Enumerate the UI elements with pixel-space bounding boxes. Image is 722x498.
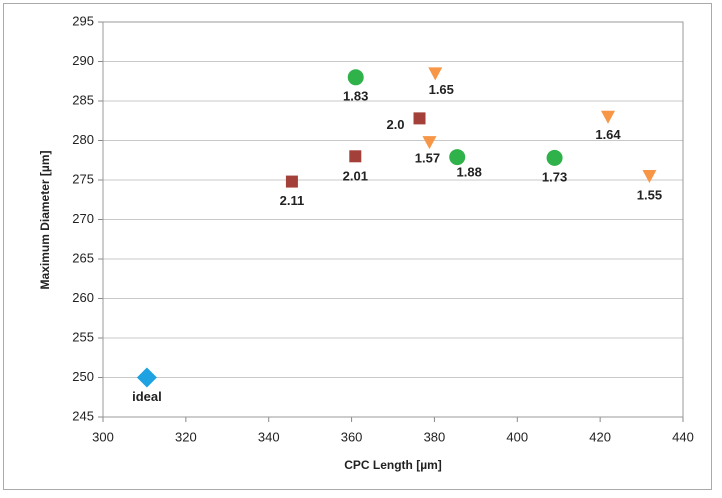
plot-border xyxy=(102,21,684,418)
point xyxy=(601,110,616,124)
y-tick-label: 270 xyxy=(72,211,94,226)
point xyxy=(449,149,466,166)
point xyxy=(285,175,298,188)
y-axis-label: Maximum Diameter [µm] xyxy=(38,151,52,290)
x-tick-label: 320 xyxy=(175,429,197,444)
y-tick-label: 265 xyxy=(72,250,94,265)
y-tick-label: 250 xyxy=(72,369,94,384)
point-label: 1.64 xyxy=(595,127,621,142)
point xyxy=(136,367,157,388)
point-label: 2.01 xyxy=(343,169,368,184)
point xyxy=(349,150,362,163)
point-label: 2.0 xyxy=(386,117,404,132)
x-tick-label: 340 xyxy=(258,429,280,444)
y-tick-label: 280 xyxy=(72,132,94,147)
point-label: 2.11 xyxy=(280,193,305,208)
point xyxy=(642,170,657,184)
y-tick-label: 245 xyxy=(72,408,94,423)
point xyxy=(428,67,443,81)
point-label: 1.55 xyxy=(637,187,662,202)
y-tick-label: 290 xyxy=(72,53,94,68)
y-tick-label: 275 xyxy=(72,171,94,186)
point-label: 1.57 xyxy=(415,151,440,166)
point xyxy=(546,149,563,166)
x-tick-label: 400 xyxy=(506,429,528,444)
point-label: 1.83 xyxy=(343,89,368,104)
point-label: ideal xyxy=(132,389,162,404)
x-tick-label: 360 xyxy=(341,429,363,444)
x-tick-label: 380 xyxy=(424,429,446,444)
point xyxy=(422,136,437,150)
x-tick-label: 420 xyxy=(589,429,611,444)
point-label: 1.65 xyxy=(429,82,454,97)
point xyxy=(413,112,426,125)
y-tick-label: 255 xyxy=(72,329,94,344)
x-tick-label: 300 xyxy=(92,429,114,444)
point xyxy=(347,69,364,86)
y-tick-label: 295 xyxy=(72,13,94,28)
x-axis-label: CPC Length [µm] xyxy=(344,458,442,472)
point-label: 1.88 xyxy=(457,165,482,180)
point-label: 1.73 xyxy=(542,169,567,184)
x-tick-label: 440 xyxy=(672,429,694,444)
y-tick-label: 260 xyxy=(72,290,94,305)
y-tick-label: 285 xyxy=(72,92,94,107)
